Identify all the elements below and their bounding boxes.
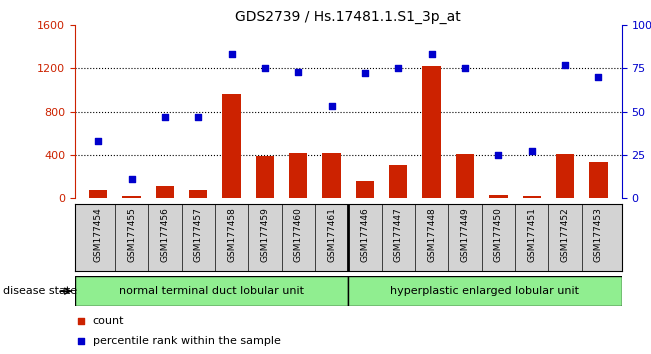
- Text: GSM177449: GSM177449: [460, 207, 469, 262]
- Text: percentile rank within the sample: percentile rank within the sample: [93, 336, 281, 346]
- Text: GSM177450: GSM177450: [494, 207, 503, 262]
- Text: count: count: [93, 316, 124, 326]
- Point: [560, 62, 570, 68]
- Text: GSM177458: GSM177458: [227, 207, 236, 262]
- Point: [393, 65, 404, 71]
- Text: GSM177448: GSM177448: [427, 207, 436, 262]
- Bar: [456, 154, 474, 198]
- Point: [76, 338, 87, 343]
- Point: [360, 70, 370, 76]
- Text: GSM177454: GSM177454: [94, 207, 103, 262]
- Bar: [256, 156, 274, 198]
- Bar: [75, 276, 348, 306]
- Bar: [223, 94, 241, 198]
- Bar: [122, 196, 141, 198]
- Bar: [523, 195, 541, 198]
- Bar: [156, 186, 174, 198]
- Point: [227, 51, 237, 57]
- Text: GSM177460: GSM177460: [294, 207, 303, 262]
- Bar: [356, 181, 374, 198]
- Point: [76, 319, 87, 324]
- Point: [193, 114, 204, 120]
- Point: [426, 51, 437, 57]
- Text: GSM177446: GSM177446: [361, 207, 370, 262]
- Point: [527, 149, 537, 154]
- Point: [126, 176, 137, 182]
- Bar: [589, 162, 607, 198]
- Text: normal terminal duct lobular unit: normal terminal duct lobular unit: [119, 286, 304, 296]
- Title: GDS2739 / Hs.17481.1.S1_3p_at: GDS2739 / Hs.17481.1.S1_3p_at: [236, 10, 461, 24]
- Bar: [389, 165, 408, 198]
- Text: GSM177451: GSM177451: [527, 207, 536, 262]
- Text: hyperplastic enlarged lobular unit: hyperplastic enlarged lobular unit: [391, 286, 579, 296]
- Text: disease state: disease state: [3, 286, 77, 296]
- Point: [293, 69, 303, 74]
- Point: [93, 138, 104, 144]
- Bar: [322, 153, 340, 198]
- Bar: [556, 154, 574, 198]
- Text: GSM177459: GSM177459: [260, 207, 270, 262]
- Point: [493, 152, 503, 158]
- Text: GSM177455: GSM177455: [127, 207, 136, 262]
- Text: GSM177453: GSM177453: [594, 207, 603, 262]
- Bar: [89, 190, 107, 198]
- Text: GSM177461: GSM177461: [327, 207, 336, 262]
- Bar: [489, 195, 508, 198]
- Text: GSM177447: GSM177447: [394, 207, 403, 262]
- Point: [460, 65, 470, 71]
- Text: GSM177457: GSM177457: [194, 207, 202, 262]
- Point: [593, 74, 603, 80]
- Point: [260, 65, 270, 71]
- Bar: [189, 190, 208, 198]
- Point: [159, 114, 170, 120]
- Bar: [348, 276, 622, 306]
- Text: GSM177452: GSM177452: [561, 207, 570, 262]
- Text: GSM177456: GSM177456: [160, 207, 169, 262]
- Bar: [422, 66, 441, 198]
- Point: [326, 103, 337, 109]
- Bar: [289, 153, 307, 198]
